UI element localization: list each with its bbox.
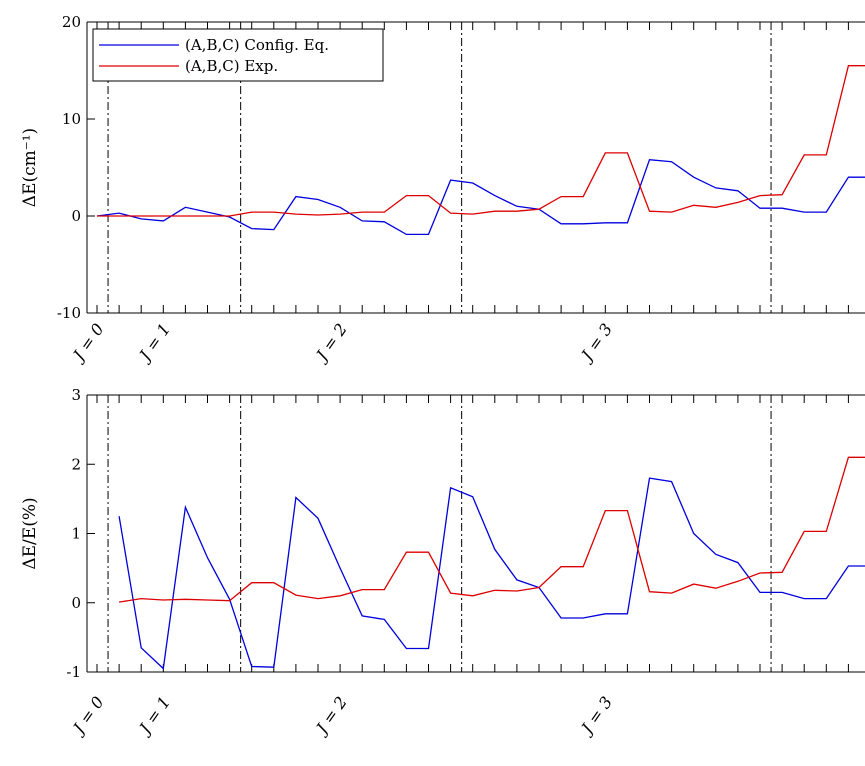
j-label: J = 3 bbox=[576, 693, 616, 739]
y-tick-label: 1 bbox=[71, 525, 81, 543]
y-axis-label: ΔE/E(%) bbox=[20, 497, 40, 569]
chart-panel-1: -10 0 10 20 ΔE(cm⁻¹) J = 0 J = 1 J = 2 J = 3 (A,B… bbox=[20, 13, 865, 366]
y-tick-label: 0 bbox=[71, 207, 81, 225]
series-line-exp bbox=[118, 456, 865, 603]
y-tick-label: 10 bbox=[62, 110, 81, 128]
j-label: J = 3 bbox=[576, 320, 616, 366]
y-tick-label: -10 bbox=[57, 304, 81, 322]
legend-label: (A,B,C) Exp. bbox=[185, 57, 278, 75]
j-label: J = 2 bbox=[311, 693, 351, 739]
y-tick-label: 2 bbox=[71, 455, 81, 473]
y-tick-label: 20 bbox=[62, 13, 81, 31]
legend-label: (A,B,C) Config. Eq. bbox=[185, 36, 329, 54]
y-axis-label: ΔE(cm⁻¹) bbox=[20, 128, 40, 207]
series-line-config-eq bbox=[96, 159, 865, 236]
y-tick-label: -1 bbox=[66, 663, 81, 681]
j-label: J = 0 bbox=[67, 320, 107, 366]
j-label: J = 2 bbox=[311, 320, 351, 366]
legend-box bbox=[92, 28, 384, 82]
j-label: J = 1 bbox=[134, 693, 174, 739]
series-line-config-eq bbox=[118, 477, 865, 670]
series-line-exp bbox=[97, 65, 865, 217]
chart-panel-2: -1 0 1 2 3 ΔE/E(%) J = 0 J = 1 J = 2 J = 3 bbox=[20, 386, 865, 739]
j-label: J = 0 bbox=[67, 693, 107, 739]
j-label: J = 1 bbox=[134, 320, 174, 366]
y-tick-label: 3 bbox=[71, 386, 81, 404]
y-tick-label: 0 bbox=[71, 594, 81, 612]
